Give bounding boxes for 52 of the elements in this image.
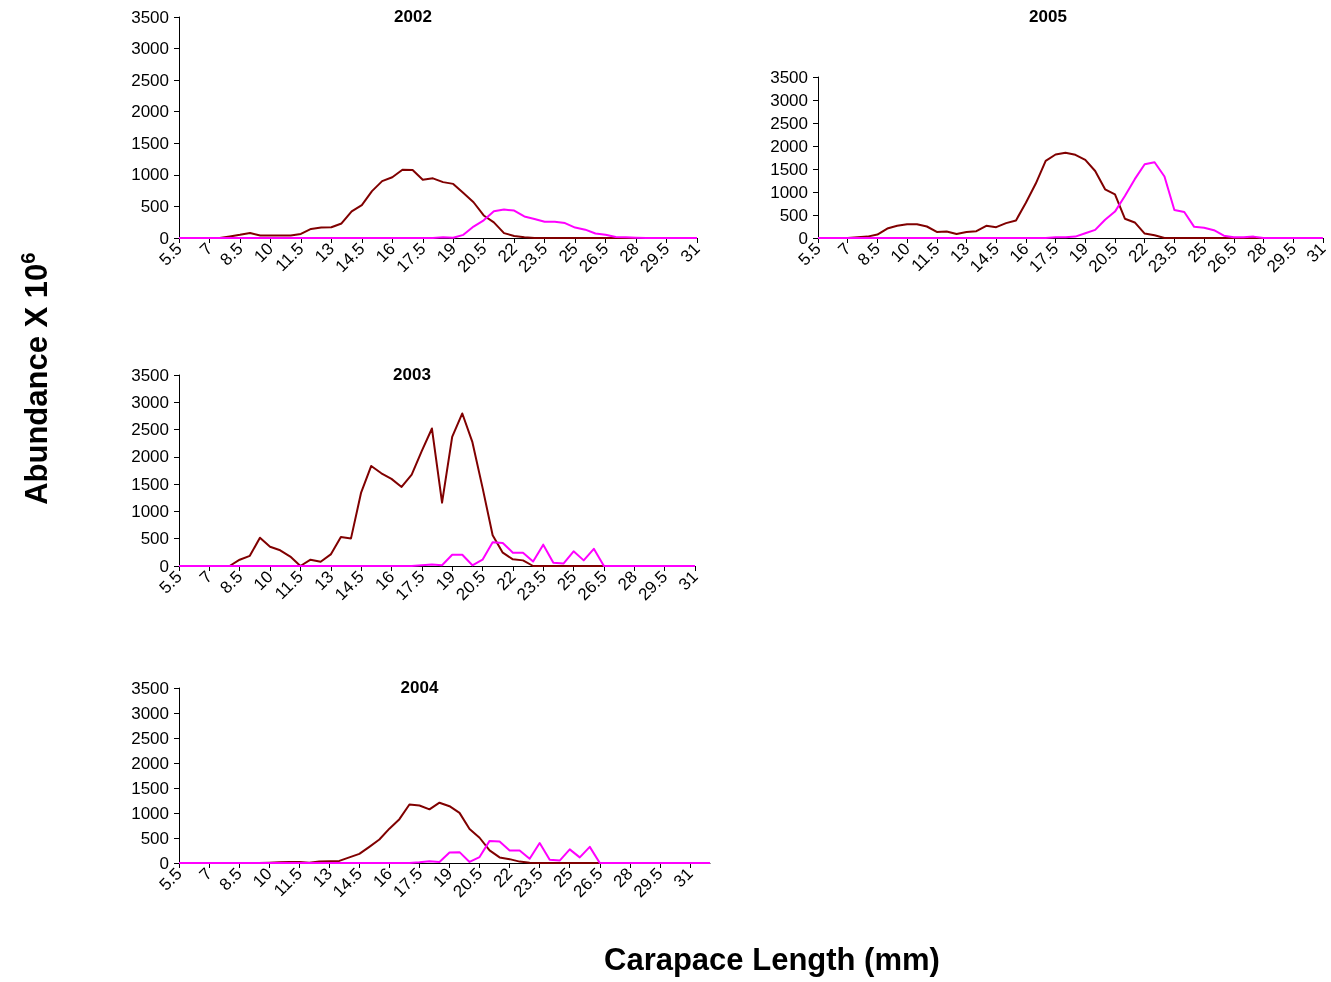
y-tick-label: 0 (159, 228, 169, 248)
y-tick-label: 1500 (131, 778, 169, 798)
x-tick-label: 8.5 (216, 567, 247, 598)
y-tick-label: 3000 (131, 392, 169, 412)
y-tick-label: 2500 (131, 70, 169, 90)
y-tick-label: 3500 (131, 678, 169, 698)
y-tick-label: 2000 (770, 136, 808, 156)
x-tick-label: 7 (834, 239, 855, 260)
x-tick-label: 10 (249, 864, 276, 892)
y-tick-label: 3500 (131, 7, 169, 27)
y-tick-label: 0 (159, 853, 169, 873)
x-tick-label: 10 (249, 567, 277, 595)
x-tick-label: 31 (669, 864, 697, 892)
y-tick-label: 0 (159, 556, 169, 576)
x-tick-label: 31 (1302, 239, 1330, 267)
y-tick-label: 1000 (131, 501, 169, 521)
y-tick-label: 3000 (770, 90, 808, 110)
y-tick-label: 0 (798, 228, 808, 248)
x-tick-label: 31 (674, 567, 702, 595)
y-tick-label: 2500 (131, 420, 169, 440)
x-tick-label: 7 (196, 239, 217, 260)
y-tick-label: 3000 (131, 703, 169, 723)
line-series (228, 412, 605, 567)
x-axis-title: Carapace Length (mm) (604, 942, 940, 978)
y-tick-label: 3500 (131, 365, 169, 385)
x-tick-label: 7 (195, 567, 217, 588)
chart-title: 2002 (394, 7, 432, 26)
y-tick-label: 3500 (770, 67, 808, 87)
y-tick-label: 1000 (131, 165, 169, 185)
y-tick-label: 1500 (770, 159, 808, 179)
x-tick-label: 31 (676, 239, 704, 267)
x-tick-label: 8.5 (853, 239, 885, 270)
y-tick-label: 2500 (131, 728, 169, 748)
y-tick-label: 500 (779, 205, 808, 225)
x-tick-label: 8.5 (216, 239, 247, 270)
y-tick-label: 500 (140, 196, 169, 216)
chart-title: 2005 (1029, 7, 1067, 26)
chart-title: 2003 (393, 365, 431, 384)
y-tick-label: 1500 (131, 133, 169, 153)
y-tick-label: 500 (140, 828, 169, 848)
chart-title: 2004 (400, 678, 439, 697)
y-tick-label: 1500 (131, 474, 169, 494)
y-tick-label: 3000 (131, 39, 169, 59)
y-tick-label: 500 (140, 529, 169, 549)
y-tick-label: 1000 (131, 803, 169, 823)
x-tick-label: 8.5 (215, 864, 246, 895)
y-tick-label: 1000 (770, 182, 808, 202)
y-tick-label: 2500 (770, 113, 808, 133)
x-tick-label: 7 (195, 864, 216, 885)
y-tick-label: 2000 (131, 447, 169, 467)
y-tick-label: 2000 (131, 102, 169, 122)
y-tick-label: 2000 (131, 753, 169, 773)
